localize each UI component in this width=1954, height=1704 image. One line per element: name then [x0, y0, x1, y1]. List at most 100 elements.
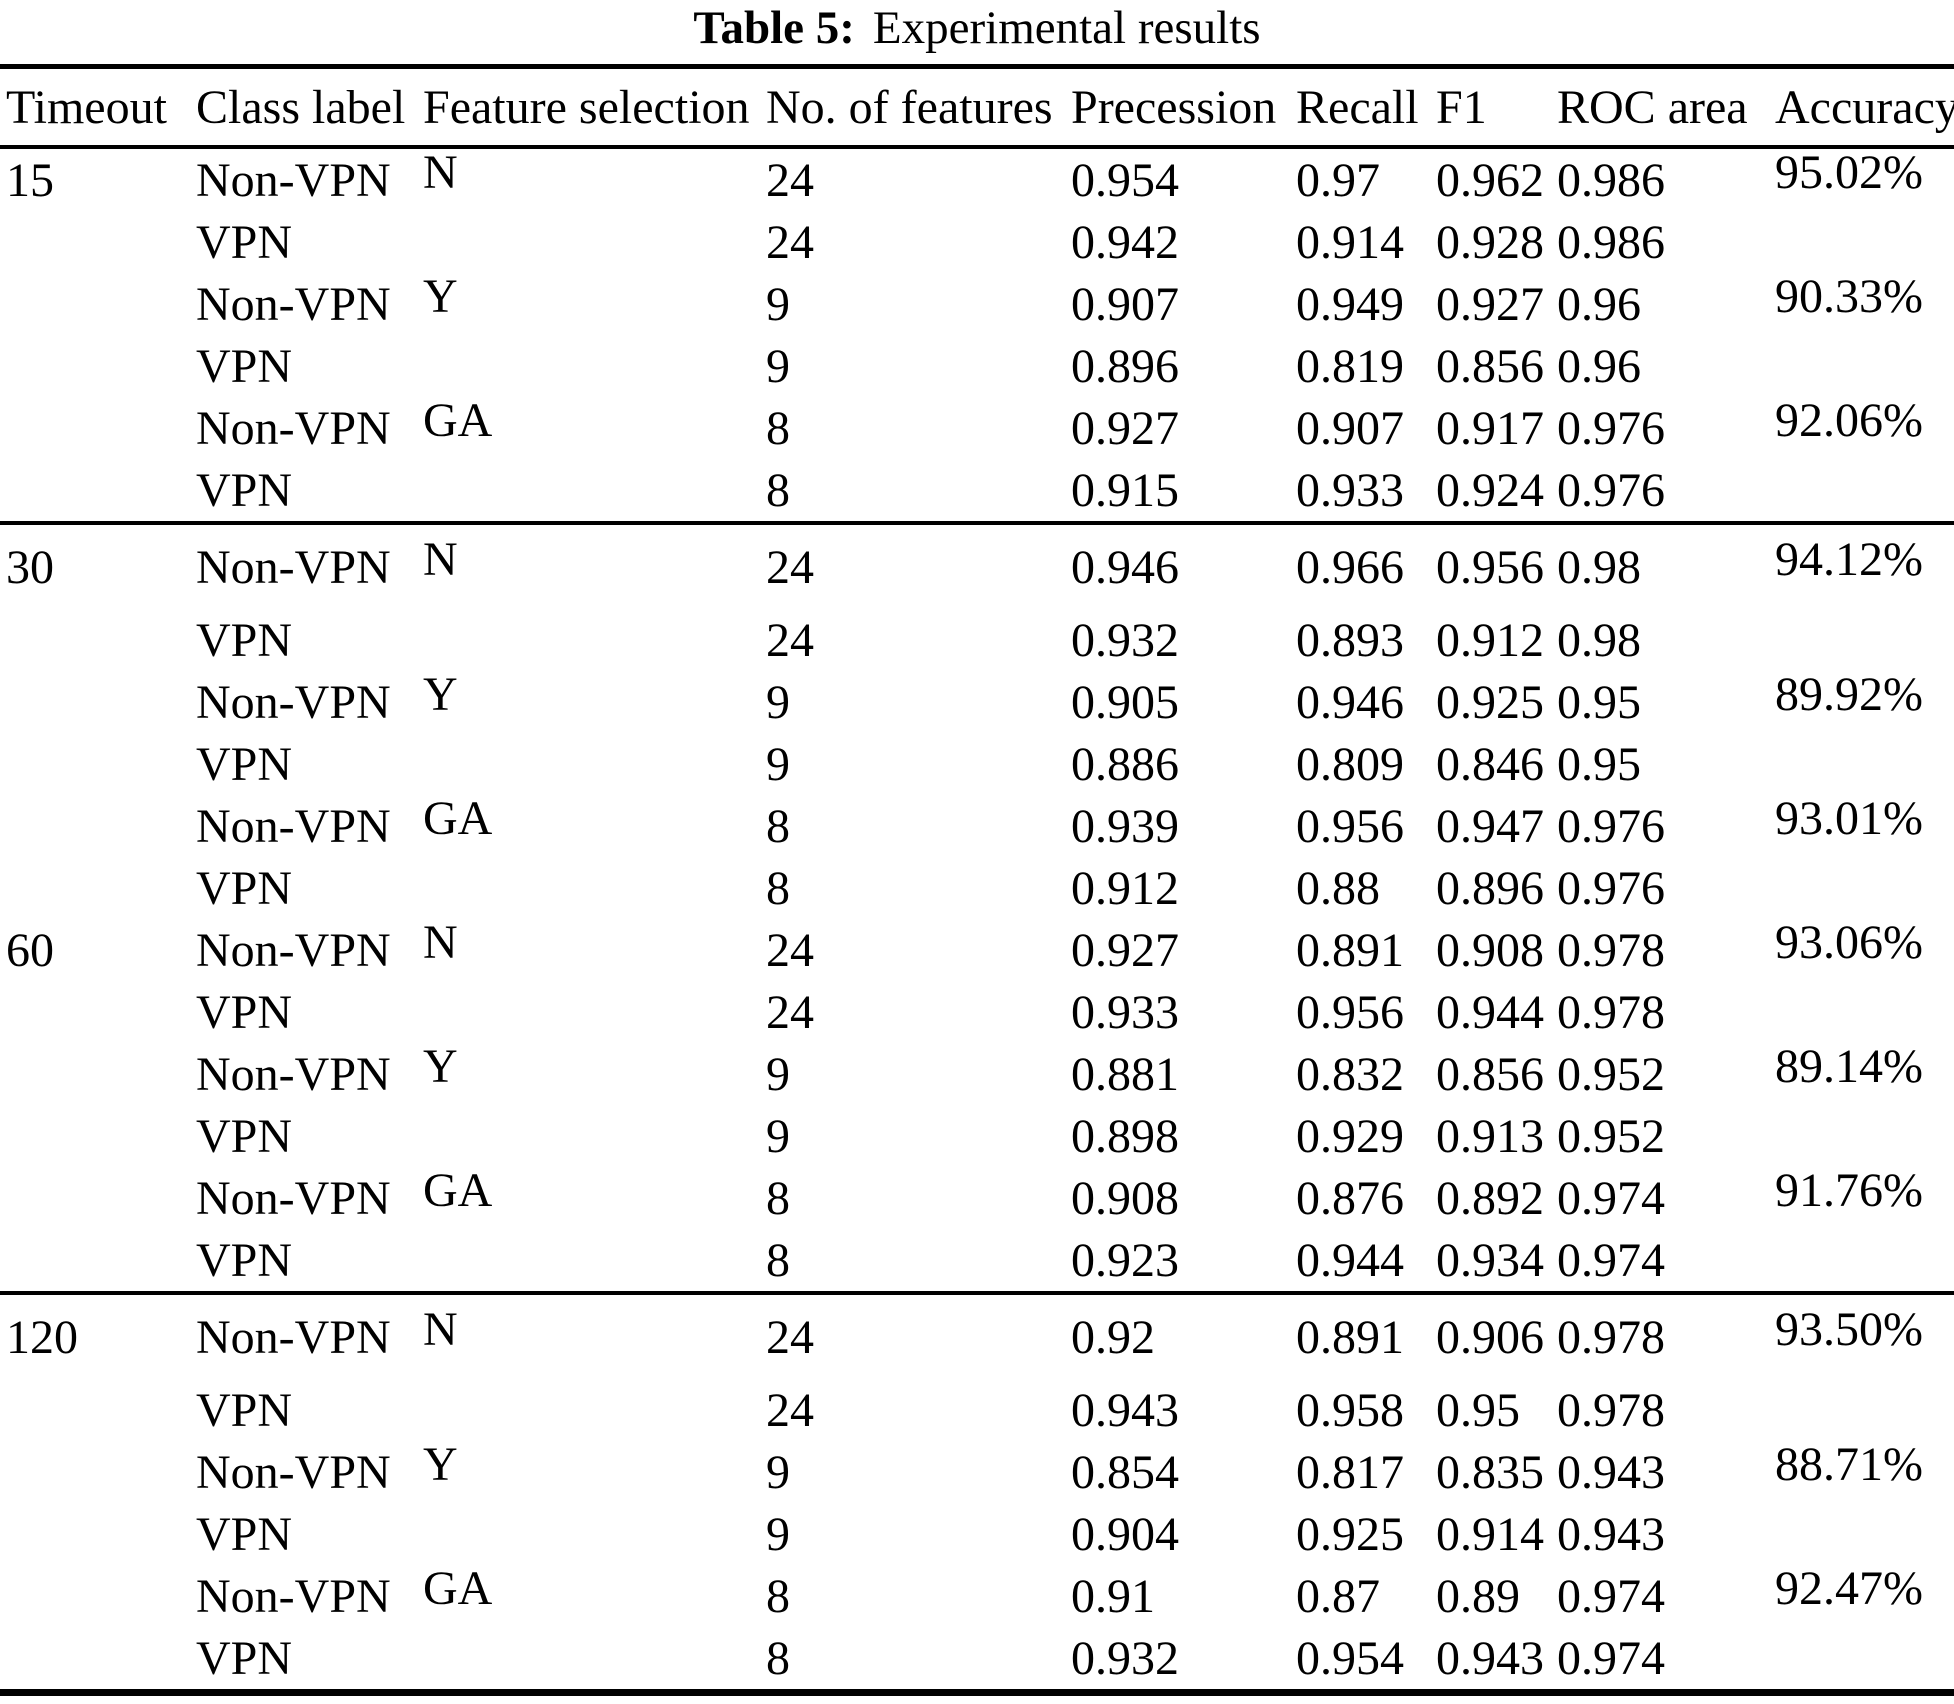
cell-class_label: VPN	[190, 857, 417, 919]
cell-timeout	[0, 1441, 190, 1503]
cell-value: 0.914	[1296, 215, 1404, 269]
table-row: VPN 24 0.943 0.958 0.95 0.978	[0, 1379, 1954, 1441]
cell-f1: 0.856	[1430, 1043, 1551, 1105]
cell-value: 30	[6, 540, 54, 594]
cell-recall: 0.876	[1290, 1167, 1430, 1229]
cell-value: 0.904	[1071, 1507, 1179, 1561]
cell-class_label: VPN	[190, 1503, 417, 1565]
cell-value: 24	[766, 923, 814, 977]
cell-value: 0.929	[1296, 1109, 1404, 1163]
cell-value: 0.958	[1296, 1383, 1404, 1437]
table-header: Timeout Class label Feature selection No. o…	[0, 66, 1954, 149]
cell-f1: 0.896	[1430, 857, 1551, 919]
cell-timeout	[0, 857, 190, 919]
cell-accuracy: 92.47%	[1769, 1565, 1954, 1627]
cell-class_label: Non-VPN	[190, 397, 417, 459]
cell-value: 0.856	[1436, 339, 1544, 393]
cell-value: 0.976	[1557, 799, 1665, 853]
cell-timeout: 60	[0, 919, 190, 981]
cell-value: 0.986	[1557, 153, 1665, 207]
cell-class_label: Non-VPN	[190, 1043, 417, 1105]
cell-class_label: Non-VPN	[190, 1565, 417, 1627]
cell-value: 0.976	[1557, 463, 1665, 517]
table-row: Non-VPN GA 8 0.91 0.87 0.89 0.974 92.47%	[0, 1565, 1954, 1627]
table-row: Non-VPN GA 8 0.939 0.956 0.947 0.976 93.01%	[0, 795, 1954, 857]
cell-recall: 0.956	[1290, 981, 1430, 1043]
cell-roc_area: 0.976	[1551, 397, 1769, 459]
cell-value: 90.33%	[1775, 273, 1923, 323]
cell-precession: 0.912	[1065, 857, 1290, 919]
cell-num_features: 24	[760, 1379, 1065, 1441]
cell-recall: 0.817	[1290, 1441, 1430, 1503]
table-row: Non-VPN Y 9 0.881 0.832 0.856 0.952 89.14%	[0, 1043, 1954, 1105]
cell-f1: 0.95	[1430, 1379, 1551, 1441]
cell-value: Non-VPN	[196, 1310, 391, 1364]
cell-precession: 0.905	[1065, 671, 1290, 733]
cell-class_label: VPN	[190, 335, 417, 397]
cell-timeout	[0, 1379, 190, 1441]
cell-value: 8	[766, 1569, 790, 1623]
cell-timeout	[0, 211, 190, 273]
cell-recall: 0.949	[1290, 273, 1430, 335]
cell-num_features: 24	[760, 521, 1065, 609]
cell-timeout	[0, 335, 190, 397]
cell-roc_area: 0.952	[1551, 1105, 1769, 1167]
cell-num_features: 8	[760, 459, 1065, 523]
cell-value: 9	[766, 339, 790, 393]
cell-roc_area: 0.978	[1551, 1291, 1769, 1379]
table-row: VPN 8 0.923 0.944 0.934 0.974	[0, 1229, 1954, 1293]
cell-f1: 0.917	[1430, 397, 1551, 459]
column-header-feature_selection: Feature selection	[417, 66, 760, 149]
cell-timeout	[0, 1565, 190, 1627]
cell-f1: 0.962	[1430, 147, 1551, 211]
column-header-class_label: Class label	[190, 66, 417, 149]
cell-value: 8	[766, 463, 790, 517]
cell-accuracy	[1769, 609, 1954, 671]
cell-accuracy: 93.06%	[1769, 919, 1954, 981]
cell-feature_selection: Y	[417, 671, 760, 733]
cell-num_features: 8	[760, 1167, 1065, 1229]
cell-value: GA	[423, 795, 493, 845]
cell-f1: 0.892	[1430, 1167, 1551, 1229]
cell-accuracy	[1769, 211, 1954, 273]
cell-f1: 0.943	[1430, 1627, 1551, 1693]
cell-value: 0.98	[1557, 540, 1641, 594]
cell-timeout	[0, 1627, 190, 1693]
cell-value: 0.835	[1436, 1445, 1544, 1499]
cell-value: 0.974	[1557, 1631, 1665, 1685]
cell-recall: 0.966	[1290, 521, 1430, 609]
cell-value: 0.927	[1071, 923, 1179, 977]
cell-recall: 0.97	[1290, 147, 1430, 211]
cell-recall: 0.946	[1290, 671, 1430, 733]
cell-value: 0.819	[1296, 339, 1404, 393]
cell-recall: 0.954	[1290, 1627, 1430, 1693]
cell-value: N	[423, 1302, 458, 1356]
table-body: 15 Non-VPN N 24 0.954 0.97 0.962 0.986 95.02% VPN…	[0, 147, 1954, 1693]
cell-value: VPN	[196, 463, 293, 517]
cell-value: 0.976	[1557, 861, 1665, 915]
cell-precession: 0.933	[1065, 981, 1290, 1043]
cell-value: 0.943	[1436, 1631, 1544, 1685]
table-row: 60 Non-VPN N 24 0.927 0.891 0.908 0.978 93.06%	[0, 919, 1954, 981]
cell-roc_area: 0.974	[1551, 1565, 1769, 1627]
cell-value: 0.956	[1436, 540, 1544, 594]
cell-value: 0.96	[1557, 339, 1641, 393]
cell-class_label: Non-VPN	[190, 273, 417, 335]
cell-value: 0.954	[1296, 1631, 1404, 1685]
cell-accuracy: 89.92%	[1769, 671, 1954, 733]
cell-recall: 0.891	[1290, 919, 1430, 981]
cell-value: VPN	[196, 1109, 293, 1163]
cell-value: 0.891	[1296, 1310, 1404, 1364]
cell-value: 0.932	[1071, 613, 1179, 667]
cell-timeout	[0, 733, 190, 795]
cell-class_label: VPN	[190, 1105, 417, 1167]
column-header-roc_area: ROC area	[1551, 66, 1769, 149]
cell-feature_selection	[417, 857, 760, 919]
cell-value: 0.986	[1557, 215, 1665, 269]
cell-value: 0.978	[1557, 1383, 1665, 1437]
cell-value: 24	[766, 1310, 814, 1364]
cell-accuracy	[1769, 1627, 1954, 1693]
cell-value: 0.974	[1557, 1171, 1665, 1225]
cell-value: 89.92%	[1775, 671, 1923, 721]
